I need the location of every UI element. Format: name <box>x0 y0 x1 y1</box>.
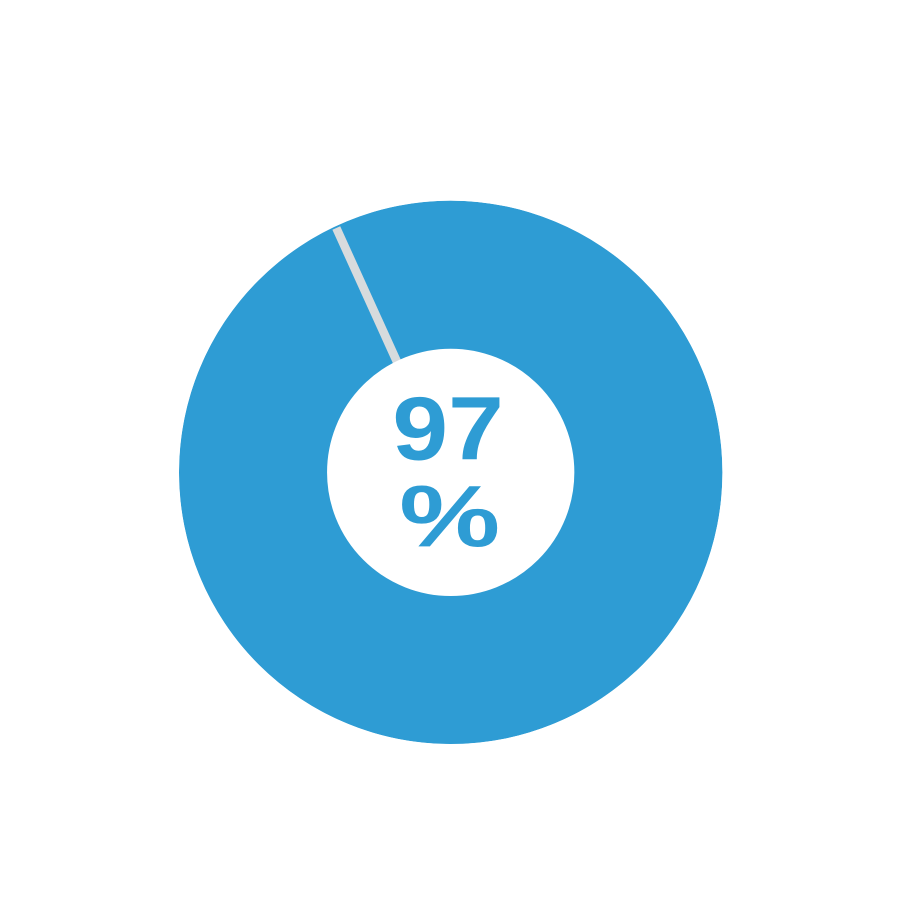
svg-text:%: % <box>399 468 500 565</box>
svg-text:97: 97 <box>392 379 503 479</box>
